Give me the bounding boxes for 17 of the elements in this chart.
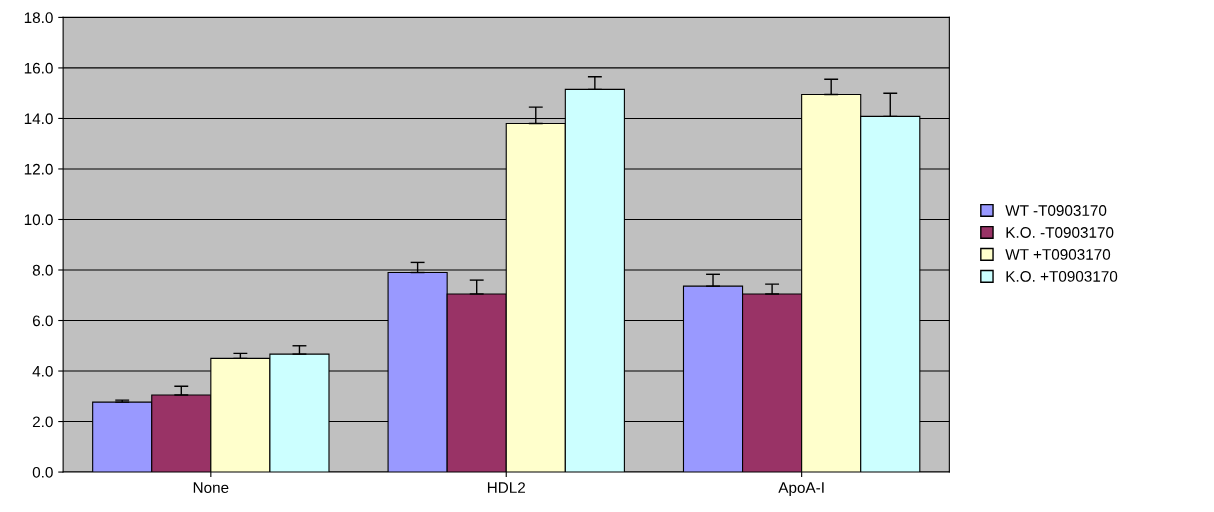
x-tick-label: ApoA-I [778, 482, 824, 497]
y-tick-label: 16.0 [24, 62, 53, 74]
y-tick-label: 12.0 [24, 163, 53, 175]
x-tick-label: None [193, 482, 229, 494]
legend-label: WT -T0903170 [1005, 205, 1107, 216]
legend-label: K.O. +T0903170 [1006, 271, 1118, 282]
y-tick-label: 18.0 [24, 12, 53, 24]
legend-label: K.O. -T0903170 [1006, 227, 1114, 238]
y-tick-label: 0.0 [32, 466, 53, 478]
y-tick-label: 14.0 [24, 113, 53, 125]
x-tick-label: HDL2 [487, 482, 525, 493]
y-tick-label: 2.0 [32, 416, 53, 428]
y-tick-label: 8.0 [32, 264, 53, 276]
y-tick-label: 10.0 [24, 214, 53, 226]
legend-label: WT +T0903170 [1005, 249, 1111, 260]
y-tick-label: 4.0 [32, 365, 53, 377]
y-tick-label: 6.0 [32, 315, 53, 327]
